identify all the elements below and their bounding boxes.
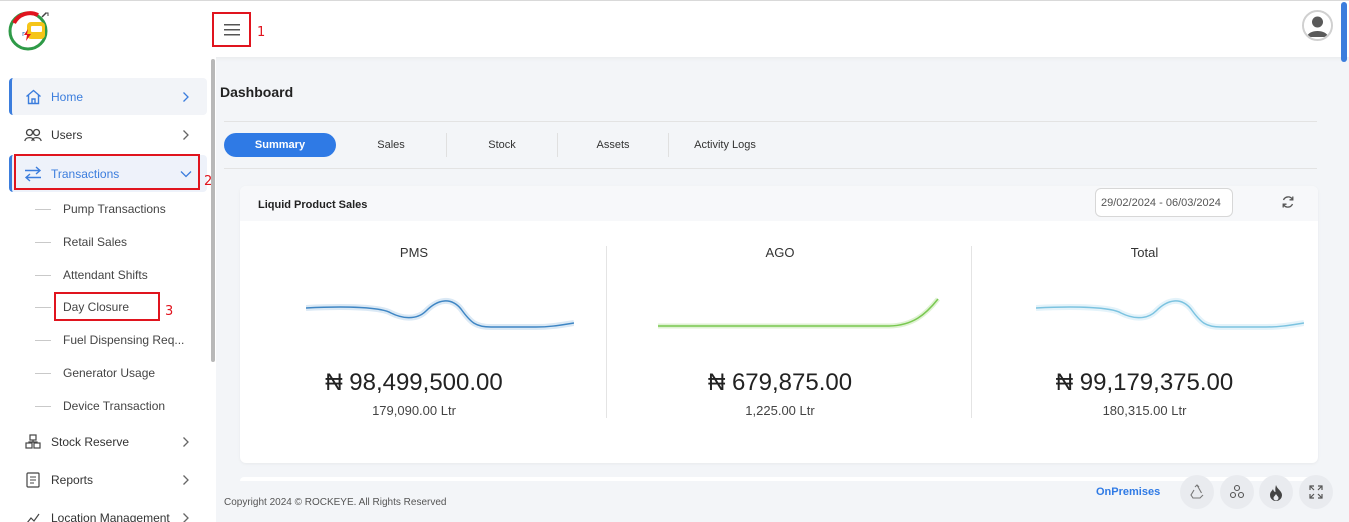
sidebar-subitem-generator-usage[interactable]: Generator Usage — [35, 361, 155, 385]
ago-sparkline — [658, 297, 940, 329]
location-icon — [24, 509, 42, 522]
home-icon — [24, 88, 42, 106]
network-button[interactable] — [1220, 475, 1254, 509]
tab-activity-logs[interactable]: Activity Logs — [694, 139, 756, 151]
next-card-edge — [240, 477, 1318, 481]
product-amount: ₦ 99,179,375.00 — [1055, 369, 1234, 396]
top-bar: r 1 — [0, 0, 1349, 57]
page-title: Dashboard — [220, 84, 294, 100]
sidebar-item-reports[interactable]: Reports — [9, 461, 207, 498]
expand-icon — [1309, 485, 1323, 499]
total-sparkline — [1036, 298, 1304, 330]
chevron-right-icon — [179, 436, 193, 448]
tab-assets[interactable]: Assets — [596, 139, 630, 151]
card-header: Liquid Product Sales 29/02/2024 - 06/03/… — [240, 186, 1318, 221]
deployment-mode-link[interactable]: OnPremises — [1096, 486, 1161, 498]
product-label: AGO — [765, 245, 795, 260]
tab-divider — [668, 133, 669, 157]
recycle-button[interactable] — [1180, 475, 1214, 509]
column-divider — [606, 246, 607, 418]
sidebar-item-label: Transactions — [51, 166, 120, 181]
stock-icon — [24, 433, 42, 451]
sidebar-item-stock-reserve[interactable]: Stock Reserve — [9, 423, 207, 460]
product-label: PMS — [399, 245, 429, 260]
user-icon — [1304, 12, 1331, 39]
fire-button[interactable] — [1259, 475, 1293, 509]
chevron-right-icon — [179, 474, 193, 486]
flame-icon — [1270, 484, 1282, 501]
pms-column: PMS ₦ 98,499,500.00 179,090.00 Ltr — [240, 221, 588, 463]
sidebar-subitem-retail-sales[interactable]: Retail Sales — [35, 230, 127, 254]
chevron-right-icon — [179, 129, 193, 141]
dashboard-tabs: Summary Sales Stock Assets Activity Logs — [224, 133, 781, 157]
annotation-label-2: 2 — [204, 174, 213, 189]
date-range-picker[interactable]: 29/02/2024 - 06/03/2024 — [1095, 188, 1233, 217]
transfer-icon — [24, 165, 42, 183]
sidebar-subitem-day-closure[interactable]: Day Closure — [35, 295, 129, 319]
product-liters: 180,315.00 Ltr — [1102, 403, 1187, 418]
svg-text:r: r — [22, 30, 25, 38]
page-scrollbar[interactable] — [1341, 2, 1347, 62]
product-label: Total — [1130, 245, 1159, 260]
sidebar: Home Users Transactions 2 Pump Transacti… — [0, 57, 216, 522]
annotation-label-3: 3 — [165, 304, 174, 319]
product-amount: ₦ 98,499,500.00 — [325, 369, 503, 396]
liquid-product-sales-card: Liquid Product Sales 29/02/2024 - 06/03/… — [240, 186, 1318, 463]
sidebar-item-transactions[interactable]: Transactions — [9, 155, 207, 192]
column-divider — [971, 246, 972, 418]
total-column: Total ₦ 99,179,375.00 180,315.00 Ltr — [971, 221, 1318, 463]
app-logo[interactable]: r — [8, 9, 52, 51]
product-liters: 1,225.00 Ltr — [745, 403, 815, 418]
hamburger-icon — [223, 23, 240, 35]
sidebar-item-users[interactable]: Users — [9, 116, 207, 153]
sidebar-subitem-fuel-dispensing[interactable]: Fuel Dispensing Req... — [35, 328, 184, 352]
title-divider — [224, 121, 1317, 122]
network-icon — [1229, 484, 1245, 499]
tabs-divider — [224, 168, 1317, 169]
report-icon — [24, 471, 42, 489]
tab-stock[interactable]: Stock — [488, 139, 516, 151]
chevron-right-icon — [179, 91, 193, 103]
fullscreen-button[interactable] — [1299, 475, 1333, 509]
sidebar-scrollbar[interactable] — [211, 59, 215, 362]
tab-divider — [446, 133, 447, 157]
sidebar-item-label: Stock Reserve — [51, 434, 130, 449]
chevron-right-icon — [179, 512, 193, 522]
recycle-icon — [1190, 484, 1204, 499]
tab-divider — [557, 133, 558, 157]
chevron-down-icon — [179, 170, 193, 178]
annotation-label-1: 1 — [257, 25, 266, 40]
sidebar-item-label: Users — [51, 127, 83, 142]
sidebar-item-location-management[interactable]: Location Management — [9, 499, 207, 522]
tab-summary[interactable]: Summary — [224, 133, 336, 157]
sidebar-item-label: Location Management — [51, 510, 170, 522]
pms-sparkline — [306, 298, 574, 330]
sidebar-item-label: Reports — [51, 472, 94, 487]
user-avatar[interactable] — [1302, 10, 1333, 41]
users-icon — [24, 126, 42, 144]
sidebar-item-label: Home — [51, 89, 84, 104]
refresh-icon[interactable] — [1280, 194, 1296, 210]
product-liters: 179,090.00 Ltr — [372, 403, 456, 418]
sidebar-subitem-pump-transactions[interactable]: Pump Transactions — [35, 197, 166, 221]
sidebar-subitem-attendant-shifts[interactable]: Attendant Shifts — [35, 263, 148, 287]
ago-column: AGO ₦ 679,875.00 1,225.00 Ltr — [606, 221, 954, 463]
menu-toggle-button[interactable] — [212, 12, 251, 47]
card-title: Liquid Product Sales — [258, 199, 368, 211]
copyright-text: Copyright 2024 © ROCKEYE. All Rights Res… — [224, 497, 447, 508]
sidebar-item-home[interactable]: Home — [9, 78, 207, 115]
tab-sales[interactable]: Sales — [377, 139, 405, 151]
sidebar-subitem-device-transaction[interactable]: Device Transaction — [35, 394, 165, 418]
product-amount: ₦ 679,875.00 — [707, 369, 853, 396]
